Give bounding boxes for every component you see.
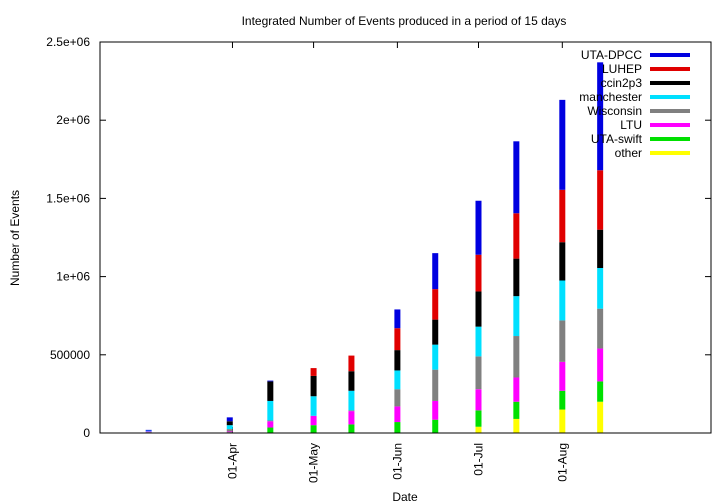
chart-title: Integrated Number of Events produced in … bbox=[242, 14, 567, 28]
y-axis-ticks: 0 500000 1e+06 1.5e+06 2e+06 2.5e+06 bbox=[46, 35, 711, 440]
x-tick-label: 01-Aug bbox=[555, 443, 569, 482]
y-tick-label: 2e+06 bbox=[56, 113, 90, 127]
x-tick-label: 01-Jul bbox=[471, 443, 485, 476]
bar-segment-ccin2p3 bbox=[267, 381, 274, 401]
y-tick-label: 500000 bbox=[50, 348, 90, 362]
bar-segment-uta-dpcc bbox=[597, 62, 604, 171]
bar-segment-ltu bbox=[348, 411, 355, 425]
legend-label: LTU bbox=[620, 118, 642, 132]
bar-segment-wisconsin bbox=[348, 410, 355, 412]
bar-segment-manchester bbox=[513, 296, 520, 337]
bar-segment-uta-swift bbox=[559, 390, 566, 410]
bar-segment-ltu bbox=[432, 400, 439, 420]
legend-label: other bbox=[615, 146, 642, 160]
bar-segment-other bbox=[513, 418, 520, 433]
bar-segment-wisconsin bbox=[559, 320, 566, 362]
bar-segment-luhep bbox=[348, 355, 355, 372]
plot-frame bbox=[99, 41, 712, 434]
bar-segment-ccin2p3 bbox=[310, 375, 317, 397]
bar-segment-uta-swift bbox=[475, 410, 482, 427]
bar-segment-uta-swift bbox=[394, 422, 401, 433]
bar-segment-wisconsin bbox=[432, 369, 439, 401]
bar-segment-wisconsin bbox=[513, 336, 520, 378]
bar-segment-ltu bbox=[513, 377, 520, 402]
bar-segment-uta-dpcc bbox=[475, 200, 482, 255]
y-tick-label: 1.5e+06 bbox=[46, 191, 90, 205]
bar-segment-manchester bbox=[394, 370, 401, 390]
bar-segment-other bbox=[475, 426, 482, 433]
legend-label: UTA-swift bbox=[591, 132, 643, 146]
bar-segment-uta-dpcc bbox=[559, 99, 566, 190]
bar-segment-ltu bbox=[394, 406, 401, 423]
x-tick-label: 01-Jun bbox=[390, 443, 404, 480]
bar-segment-manchester bbox=[348, 390, 355, 411]
bar-segment-uta-swift bbox=[310, 425, 317, 433]
bar-segment-manchester bbox=[597, 267, 604, 309]
bar-segment-uta-swift bbox=[267, 427, 274, 433]
bar-segment-wisconsin bbox=[267, 420, 274, 422]
y-tick-label: 0 bbox=[83, 426, 90, 440]
bar-segment-uta-dpcc bbox=[267, 380, 274, 382]
bar-segment-ccin2p3 bbox=[348, 371, 355, 391]
bar-segment-wisconsin bbox=[226, 429, 233, 432]
x-tick-label: 01-May bbox=[307, 443, 321, 483]
bar-segment-ltu bbox=[559, 361, 566, 391]
bar-segment-luhep bbox=[310, 368, 317, 376]
bar-segment-luhep bbox=[394, 328, 401, 351]
bar-segment-ccin2p3 bbox=[226, 421, 233, 426]
bar-segment-ccin2p3 bbox=[597, 229, 604, 268]
bar-segment-ltu bbox=[310, 415, 317, 426]
bar-segment-luhep bbox=[475, 254, 482, 292]
bar-segment-uta-swift bbox=[348, 424, 355, 433]
bar-segment-ltu bbox=[145, 431, 152, 433]
bar-segment-ltu bbox=[267, 421, 274, 428]
bar-segment-luhep bbox=[432, 289, 439, 320]
bar-segment-ccin2p3 bbox=[475, 291, 482, 327]
bar-segment-manchester bbox=[559, 280, 566, 321]
bar-segment-wisconsin bbox=[394, 389, 401, 407]
bar-segment-manchester bbox=[226, 425, 233, 430]
bar-segment-manchester bbox=[432, 344, 439, 370]
bar-segment-ltu bbox=[597, 348, 604, 382]
bar-segment-luhep bbox=[559, 189, 566, 243]
bar-segment-manchester bbox=[310, 396, 317, 416]
bar-segment-ltu bbox=[226, 431, 233, 433]
bar-segment-ccin2p3 bbox=[394, 350, 401, 371]
bar-segment-uta-dpcc bbox=[513, 141, 520, 214]
x-axis-title: Date bbox=[392, 490, 418, 504]
bar-segment-uta-dpcc bbox=[145, 429, 152, 431]
bar-segment-uta-swift bbox=[513, 401, 520, 419]
bar-segment-other bbox=[559, 409, 566, 433]
bar-segment-luhep bbox=[597, 170, 604, 230]
bar-segment-uta-dpcc bbox=[394, 309, 401, 329]
x-axis-ticks: 01-Apr 01-May 01-Jun 01-Jul 01-Aug bbox=[225, 42, 569, 483]
legend-label: UTA-DPCC bbox=[581, 48, 642, 62]
bar-segment-uta-swift bbox=[432, 419, 439, 433]
bar-segment-other bbox=[597, 401, 604, 433]
x-tick-label: 01-Apr bbox=[225, 443, 239, 479]
legend-label: Wisconsin bbox=[587, 104, 642, 118]
bar-segment-ccin2p3 bbox=[432, 319, 439, 345]
bar-segment-uta-dpcc bbox=[226, 417, 233, 422]
bar-segment-ccin2p3 bbox=[559, 242, 566, 281]
bar-segment-wisconsin bbox=[597, 308, 604, 349]
bar-segment-manchester bbox=[475, 326, 482, 357]
bar-segment-ccin2p3 bbox=[513, 258, 520, 297]
legend-label: manchester bbox=[579, 90, 642, 104]
legend-label: LUHEP bbox=[602, 62, 642, 76]
y-tick-label: 1e+06 bbox=[56, 270, 90, 284]
bar-segment-wisconsin bbox=[475, 356, 482, 390]
y-tick-label: 2.5e+06 bbox=[46, 35, 90, 49]
bar-segment-manchester bbox=[267, 400, 274, 421]
bar-segment-uta-swift bbox=[597, 381, 604, 402]
bar-segment-manchester bbox=[145, 430, 152, 432]
legend: UTA-DPCCLUHEPccin2p3manchesterWisconsinL… bbox=[579, 48, 690, 160]
bars bbox=[145, 62, 604, 433]
bar-segment-uta-dpcc bbox=[432, 253, 439, 290]
bar-segment-ltu bbox=[475, 389, 482, 411]
bar-segment-luhep bbox=[513, 213, 520, 259]
legend-label: ccin2p3 bbox=[601, 76, 643, 90]
y-axis-title: Number of Events bbox=[8, 190, 22, 286]
